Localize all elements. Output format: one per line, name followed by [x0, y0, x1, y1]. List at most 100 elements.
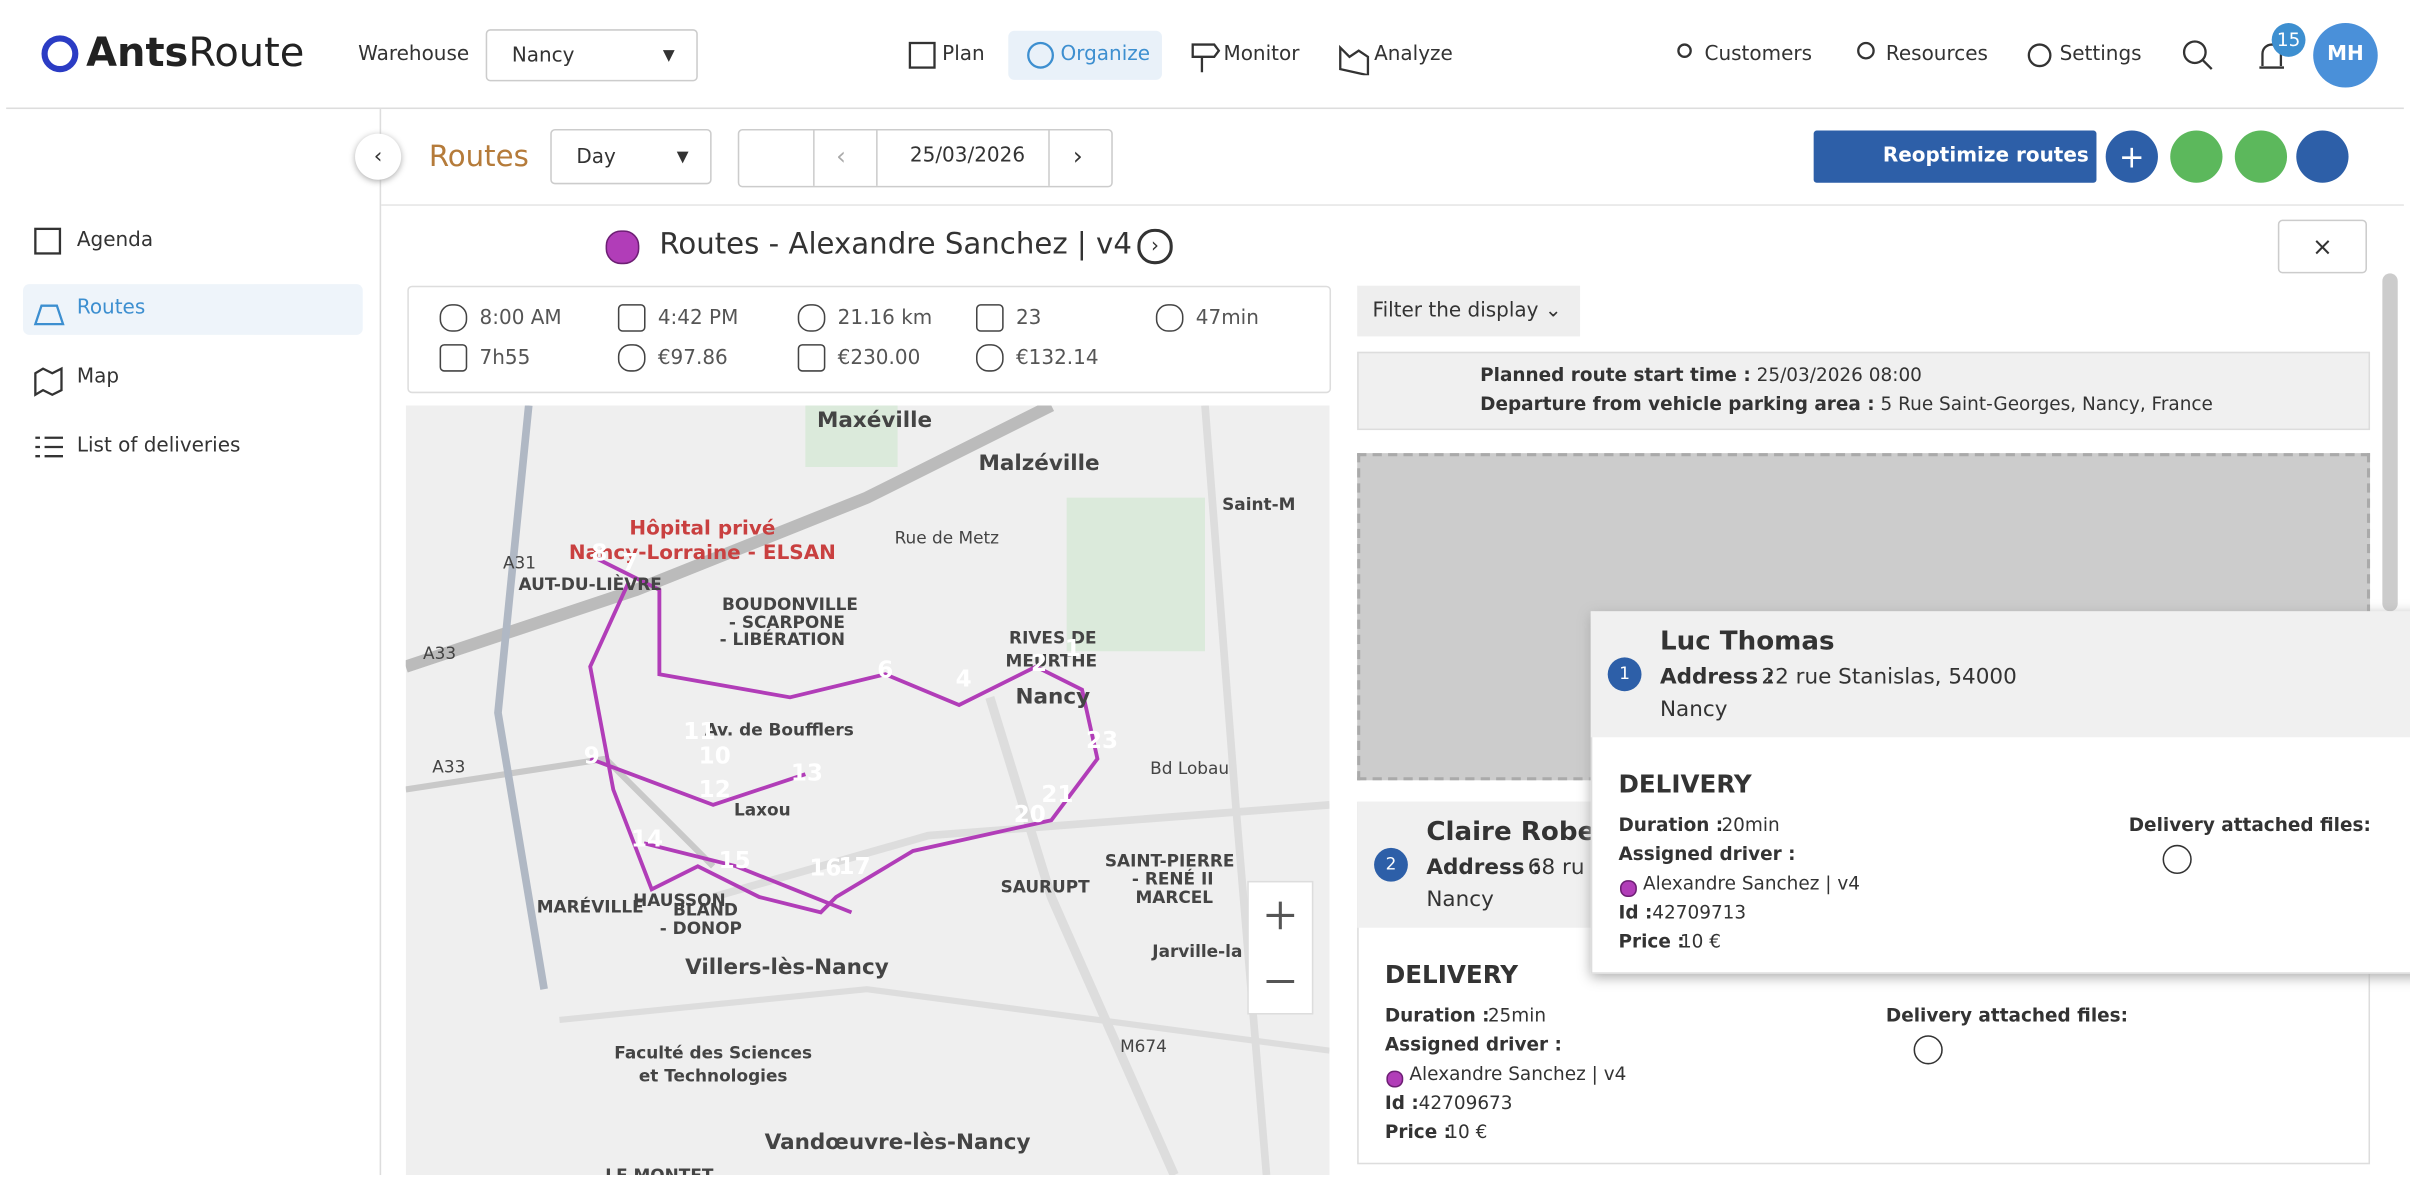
nav-resources[interactable]: Resources: [1885, 43, 1988, 67]
stat-icon: [797, 304, 826, 332]
filter-button[interactable]: Filter the display ⌄: [1357, 285, 1581, 337]
duration-label: Duration :: [1618, 814, 1724, 836]
road: [712, 801, 1330, 901]
close-button[interactable]: ×: [2277, 219, 2367, 274]
sidebar-deliveries[interactable]: List of deliveries: [76, 434, 241, 458]
city: Nancy: [1659, 697, 1728, 722]
stop-number: 2: [1374, 847, 1408, 882]
warehouse-value: Nancy: [511, 44, 575, 68]
sidebar-map[interactable]: Map: [76, 365, 120, 389]
nav-plan[interactable]: Plan: [942, 43, 985, 67]
route-stat: 8:00 AM: [479, 307, 562, 331]
address: 68 ru: [1527, 855, 1585, 881]
next[interactable]: ›: [1072, 141, 1083, 171]
map-label: AUT-DU-LIÈVRE: [519, 573, 662, 594]
lock-button[interactable]: [2234, 130, 2288, 183]
road: [494, 405, 548, 990]
map-label: LE MONTET: [605, 1165, 714, 1175]
stop-number: 4: [956, 667, 972, 693]
stop-number: 2: [1031, 651, 1047, 677]
stop-header: [1590, 611, 2410, 738]
map-label: Rue de Metz: [895, 528, 1000, 548]
map-label: Av. de Boufflers: [705, 720, 854, 740]
add-file[interactable]: [2162, 844, 2192, 874]
address: 22 rue Stanislas, 54000: [1761, 665, 2017, 690]
map-label: - LIBÉRATION: [720, 628, 845, 649]
stop-number: 1: [1065, 636, 1081, 662]
map-label: Vandœuvre-lès-Nancy: [765, 1130, 1031, 1155]
nav-analyze[interactable]: Analyze: [1374, 43, 1453, 67]
stat-icon: [617, 304, 646, 332]
add-button[interactable]: +: [2105, 130, 2158, 183]
stat-icon: [439, 344, 468, 372]
map-label: A33: [423, 643, 456, 663]
warehouse-select[interactable]: Nancy ▼: [485, 29, 698, 82]
logo-bold: Ants: [86, 30, 189, 77]
reoptimize-label: Reoptimize routes: [1882, 144, 2089, 168]
stop-number: 21: [1041, 782, 1073, 808]
reoptimize-button[interactable]: Reoptimize routes: [1813, 130, 2097, 183]
collapse-button[interactable]: ‹: [355, 133, 402, 180]
map-label: A31: [503, 552, 536, 572]
map-label: Nancy-Lorraine - ELSAN: [569, 540, 836, 564]
duration: 20min: [1721, 814, 1780, 836]
stat-icon: [797, 344, 826, 372]
prev[interactable]: ‹: [836, 141, 846, 171]
route-color: [605, 230, 640, 265]
id: 42709713: [1652, 901, 1747, 924]
duration: 25min: [1487, 1004, 1547, 1027]
map-label: M674: [1120, 1036, 1167, 1056]
driver-label: Assigned driver :: [1384, 1033, 1562, 1056]
map-label: MARCEL: [1135, 887, 1213, 907]
route-stat: €132.14: [1015, 347, 1099, 371]
sep: [813, 129, 815, 186]
start-value: 25/03/2026 08:00: [1756, 364, 1922, 386]
view-value: Day: [576, 145, 616, 169]
nav-monitor[interactable]: Monitor: [1223, 43, 1300, 67]
stat-icon: [975, 344, 1004, 372]
mail-button[interactable]: [2296, 130, 2349, 183]
stop-number: 17: [839, 854, 871, 880]
id-label: Id :: [1384, 1092, 1419, 1114]
sidebar-routes[interactable]: Routes: [76, 296, 146, 320]
map-label: Laxou: [734, 800, 791, 820]
price: 10 €: [1446, 1121, 1488, 1143]
map-label: BOUDONVILLE: [722, 594, 858, 614]
sep: [1048, 129, 1050, 186]
stat-icon: [617, 344, 646, 372]
sidebar-agenda[interactable]: Agenda: [76, 228, 154, 252]
filter-label: Filter the display: [1372, 299, 1539, 323]
upload-button[interactable]: [2170, 130, 2223, 183]
map-label: Nancy: [1016, 684, 1091, 709]
driver-color: [1619, 880, 1637, 898]
scrollbar: [2382, 273, 2398, 612]
avatar[interactable]: MH: [2313, 23, 2378, 88]
route-stat: 23: [1015, 307, 1042, 331]
stat-icon: [1155, 304, 1184, 332]
sep: [876, 129, 878, 186]
stop-number: 10: [699, 743, 731, 769]
stats-card: [407, 285, 1332, 394]
map-label: Faculté des Sciences: [614, 1042, 812, 1062]
stop-number: 23: [1086, 728, 1118, 754]
map-label: SAINT-PIERRE: [1105, 850, 1235, 870]
map-label: MARÉVILLE: [537, 895, 644, 916]
logo-icon: [41, 35, 79, 73]
add-file[interactable]: [1913, 1035, 1943, 1065]
view-select[interactable]: Day ▼: [550, 129, 712, 185]
map-label: Hôpital privé: [629, 516, 775, 540]
sidebar-active: [23, 284, 363, 335]
nav-settings[interactable]: Settings: [2059, 43, 2142, 67]
route-next[interactable]: ›: [1137, 228, 1173, 265]
date-picker[interactable]: [737, 129, 1113, 188]
nav-customers[interactable]: Customers: [1704, 43, 1813, 67]
nav-active-bg: [1008, 30, 1162, 80]
stop-type: DELIVERY: [1618, 769, 1752, 799]
park: [805, 405, 1206, 652]
logo-light: Route: [188, 30, 305, 77]
date-value: 25/03/2026: [909, 144, 1026, 168]
map-label: - RENÉ II: [1132, 868, 1214, 889]
nav-organize[interactable]: Organize: [1060, 43, 1151, 67]
duration-label: Duration :: [1384, 1004, 1490, 1027]
